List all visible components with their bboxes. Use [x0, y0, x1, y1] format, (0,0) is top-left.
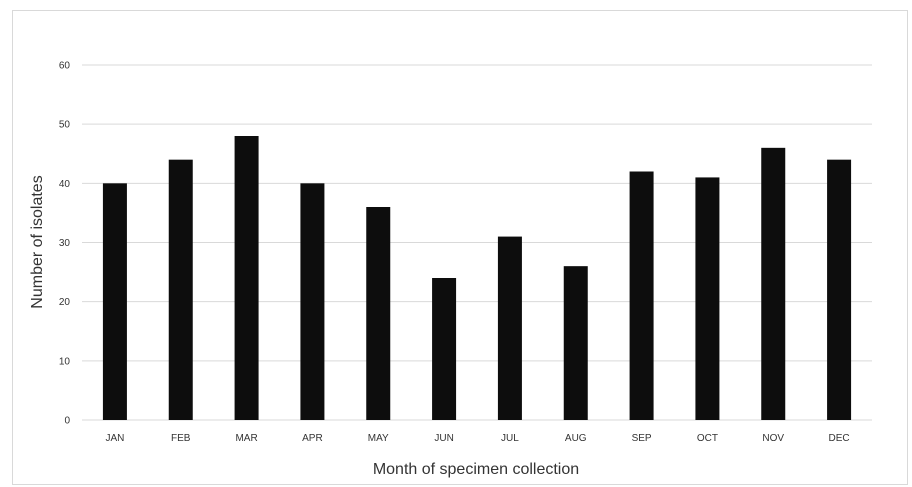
x-tick-label: FEB [171, 433, 191, 444]
x-tick-label: AUG [565, 433, 587, 444]
x-tick-label: NOV [762, 433, 784, 444]
bar-jan [102, 183, 127, 420]
bar-dec [827, 159, 852, 420]
x-tick-labels: JAN FEB MAR APR MAY JUN JUL AUG SEP OCT NOV DEC [105, 433, 849, 444]
bar-nov [761, 147, 786, 421]
y-tick-label: 40 [59, 179, 71, 190]
bar-aug [563, 266, 588, 420]
x-tick-label: JAN [105, 433, 124, 444]
bar-may [366, 207, 391, 420]
bar-oct [695, 177, 720, 420]
x-tick-label: MAY [368, 433, 389, 444]
gridlines [82, 64, 872, 421]
bars [102, 136, 852, 421]
x-axis-title: Month of specimen collection [373, 461, 579, 478]
x-tick-label: JUN [434, 433, 453, 444]
bar-sep [629, 171, 654, 420]
y-tick-label: 60 [59, 61, 71, 72]
y-tick-label: 20 [59, 297, 71, 308]
x-tick-label: APR [302, 433, 323, 444]
x-tick-label: OCT [697, 433, 718, 444]
bar-jul [497, 236, 522, 420]
bar-apr [300, 183, 325, 420]
x-tick-label: DEC [829, 433, 850, 444]
y-tick-labels: 0 10 20 30 40 50 60 [59, 61, 71, 427]
bar-mar [234, 136, 259, 420]
y-tick-label: 50 [59, 120, 71, 131]
y-tick-label: 30 [59, 238, 71, 249]
chart-frame [12, 10, 908, 485]
x-tick-label: JUL [501, 433, 519, 444]
y-axis-title: Number of isolates [29, 175, 46, 308]
x-tick-label: MAR [235, 433, 257, 444]
y-tick-label: 0 [64, 416, 70, 427]
y-tick-label: 10 [59, 356, 71, 367]
bar-jun [432, 278, 457, 420]
x-tick-label: SEP [632, 433, 652, 444]
bar-feb [168, 159, 193, 420]
